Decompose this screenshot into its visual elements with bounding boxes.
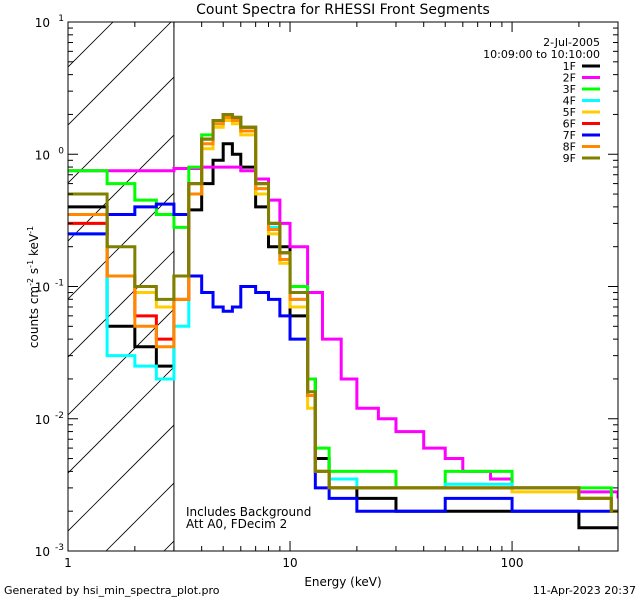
y-tick-exponent: -3 [55, 543, 64, 553]
legend-label-1F: 1F [563, 60, 576, 73]
footer-timestamp: 11-Apr-2023 20:37 [533, 584, 636, 597]
y-tick-label: 10 [35, 281, 50, 295]
annotation-background: Includes Background [186, 505, 311, 519]
x-tick-label: 1 [64, 556, 72, 570]
legend-label-8F: 8F [563, 141, 576, 154]
y-tick-exponent: -2 [55, 411, 64, 421]
hatched-region [68, 22, 175, 551]
series-line-2F [68, 165, 618, 499]
y-tick-exponent: 1 [58, 14, 64, 24]
legend-label-2F: 2F [563, 72, 576, 85]
y-tick-label: 10 [35, 545, 50, 559]
annotation-attenuator: Att A0, FDecim 2 [186, 517, 287, 531]
legend-label-5F: 5F [563, 106, 576, 119]
x-tick-label: 100 [501, 556, 524, 570]
series-line-6F [68, 112, 618, 513]
legend-label-6F: 6F [563, 118, 576, 131]
footer-generated-by: Generated by hsi_min_spectra_plot.pro [4, 584, 220, 597]
series-line-3F [68, 112, 618, 513]
y-tick-label: 10 [35, 16, 50, 30]
y-tick-exponent: 0 [58, 146, 64, 156]
y-axis-label: counts cm-2 s-1 keV-1 [26, 226, 41, 348]
legend-label-4F: 4F [563, 95, 576, 108]
x-axis-label: Energy (keV) [304, 575, 381, 589]
hatch-lines [68, 22, 174, 551]
y-tick-exponent: -1 [55, 279, 64, 289]
y-tick-label: 10 [35, 413, 50, 427]
legend-label-3F: 3F [563, 83, 576, 96]
y-tick-label: 10 [35, 148, 50, 162]
date-label: 2-Jul-2005 [543, 36, 600, 49]
time-range-label: 10:09:00 to 10:10:00 [483, 48, 600, 61]
legend-label-7F: 7F [563, 129, 576, 142]
chart-title: Count Spectra for RHESSI Front Segments [196, 2, 490, 18]
legend-label-9F: 9F [563, 152, 576, 165]
series-line-4F [68, 115, 618, 513]
series-line-9F [68, 112, 618, 513]
series-line-8F [68, 115, 618, 513]
series-line-7F [68, 202, 618, 513]
x-tick-label: 10 [282, 556, 297, 570]
